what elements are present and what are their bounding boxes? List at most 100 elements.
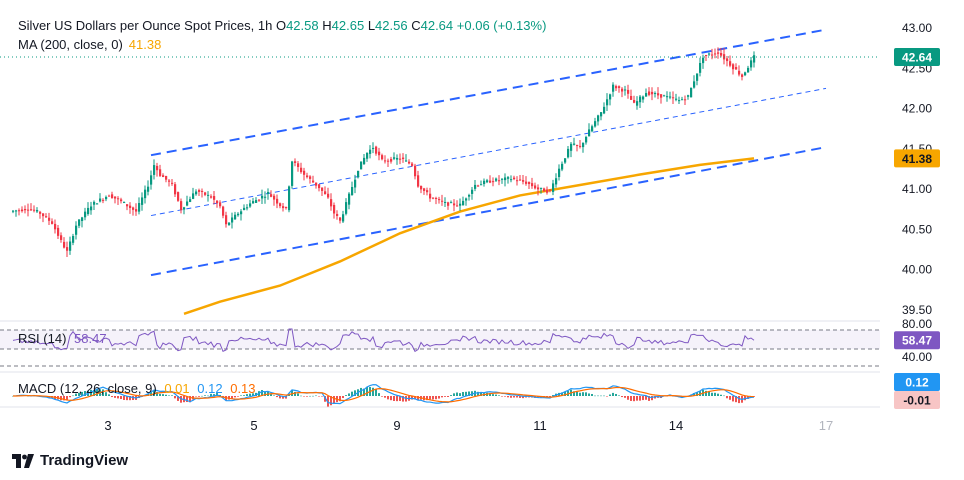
macd-value-tag-bg [894,373,940,391]
candle-body [315,182,318,186]
rsi-pane[interactable] [0,328,880,367]
macd-histogram-bar [318,396,320,397]
candle-body [87,207,90,215]
candle-body [420,186,423,190]
candle-body [240,211,243,215]
candle-body [12,210,15,212]
candle-body [117,198,120,200]
macd-histogram-bar [102,389,104,396]
macd-histogram-bar [333,396,335,404]
macd-pane[interactable] [12,384,755,407]
candle-body [705,55,708,57]
candle-body [615,86,618,89]
macd-histogram-bar [207,395,209,397]
candle-body [657,93,660,96]
candle-body [540,187,543,189]
macd-histogram-bar [582,392,584,396]
candle-body [510,179,513,181]
ma-legend[interactable]: MA (200, close, 0) 41.38 [18,37,161,52]
candle-body [129,205,132,209]
candle-body [489,180,492,183]
price-pane[interactable] [0,28,880,315]
macd-histogram-bar [516,396,518,398]
macd-histogram-bar [84,391,86,396]
candle-body [582,142,585,148]
candle-body [666,96,669,98]
macd-histogram-bar [342,396,344,399]
candle-body [276,198,279,204]
ma-price-tag: 41.38 [894,149,940,168]
macd-histogram-bar [576,391,578,396]
candle-body [60,235,63,240]
candle-body [624,89,627,91]
candle-body [375,146,378,154]
macd-legend[interactable]: MACD (12, 26, close, 9) 0.01 0.12 0.13 [18,381,256,396]
candle-body [426,190,429,193]
macd-histogram-bar [444,396,446,397]
candle-body [246,207,249,209]
macd-histogram-bar [414,396,416,400]
close-value: 42.64 [420,18,454,33]
low-label: L [367,18,376,33]
candle-body [99,198,102,202]
candle-body [387,160,390,162]
macd-value-tag: 0.12 [894,373,940,391]
macd-histogram-bar [579,392,581,396]
candle-body [189,199,192,202]
candle-body [462,200,465,206]
macd-histogram-bar [291,390,293,396]
macd-histogram-bar [513,396,515,398]
candle-body [15,210,18,212]
macd-histogram-bar [165,394,167,396]
ma-label: MA (200, close, 0) [18,37,123,52]
macd-histogram-bar [588,393,590,396]
candle-body [123,201,126,203]
macd-histogram-bar [696,392,698,396]
macd-histogram-bar [171,395,173,396]
macd-histogram-bar [126,396,128,401]
symbol-title: Silver US Dollars per Ounce Spot Prices,… [18,18,273,33]
candle-body [654,93,657,95]
macd-histogram-bar [417,396,419,401]
candle-body [183,207,186,210]
candle-body [366,152,369,159]
price-axis[interactable]: 43.0042.5042.0041.5041.0040.5040.0039.50… [894,21,940,409]
macd-histogram-bar [450,395,452,396]
macd-histogram-bar [366,386,368,396]
candle-body [492,181,495,183]
candle-body [156,165,159,171]
macd-histogram-bar [714,392,716,396]
price-tick-label: 39.50 [902,303,932,317]
candle-body [273,195,276,200]
macd-histogram-bar [78,392,80,396]
candle-body [567,148,570,158]
candle-body [102,199,105,201]
macd-histogram-bar [510,396,512,398]
candle-body [435,198,438,200]
macd-histogram-bar [186,396,188,403]
candle-body [153,165,156,175]
macd-line [12,384,755,405]
candle-body [684,99,687,101]
macd-histogram-bar [585,392,587,396]
macd-value-tag-text: 0.12 [905,376,929,390]
macd-histogram-bar [591,394,593,396]
candle-body [498,180,501,182]
tradingview-logo[interactable]: TradingView [12,452,128,469]
candle-body [417,175,420,187]
time-axis[interactable]: 3 5 9 11 14 17 [104,418,833,433]
macd-histogram-bar [237,396,239,397]
candle-body [303,170,306,175]
candle-body [402,157,405,160]
candle-body [30,209,33,211]
candle-body [18,210,21,212]
candle-body [699,62,702,73]
candle-body [36,209,39,212]
candle-body [438,199,441,201]
candle-body [444,201,447,203]
macd-histogram-bar [729,396,731,400]
candle-body [408,161,411,164]
rsi-legend[interactable]: RSI (14) 58.47 [18,331,107,346]
rsi-value: 58.47 [74,331,107,346]
macd-histogram-bar [402,396,404,402]
